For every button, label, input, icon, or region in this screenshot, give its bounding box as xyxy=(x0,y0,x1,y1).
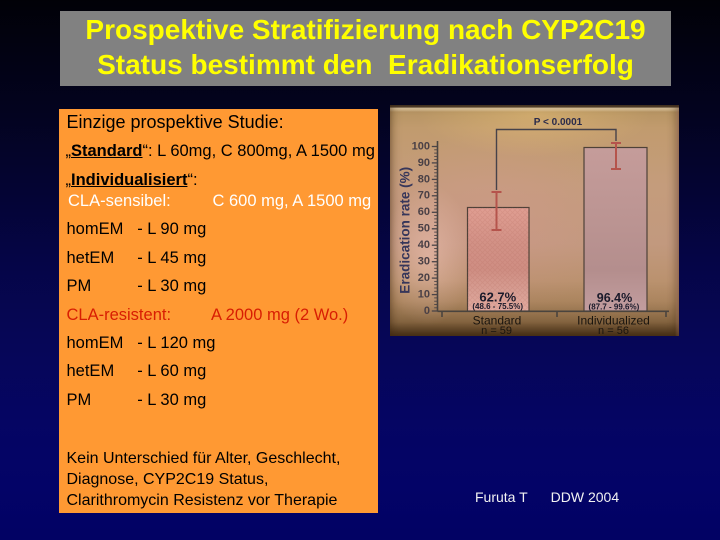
svg-text:100: 100 xyxy=(412,140,430,152)
svg-text:40: 40 xyxy=(418,239,430,251)
svg-text:30: 30 xyxy=(418,256,430,268)
svg-text:70: 70 xyxy=(418,190,430,202)
svg-text:0: 0 xyxy=(424,305,430,317)
svg-text:P < 0.0001: P < 0.0001 xyxy=(534,117,583,128)
svg-text:60: 60 xyxy=(418,206,430,218)
svg-text:90: 90 xyxy=(418,157,430,169)
svg-text:Standard: Standard xyxy=(473,314,522,328)
svg-text:Eradication rate (%): Eradication rate (%) xyxy=(398,167,413,294)
svg-text:96.4%: 96.4% xyxy=(597,291,632,305)
svg-text:n = 59: n = 59 xyxy=(481,325,512,336)
svg-text:n = 56: n = 56 xyxy=(598,325,629,336)
svg-text:Individualized: Individualized xyxy=(577,314,650,328)
svg-text:20: 20 xyxy=(418,272,430,284)
svg-text:50: 50 xyxy=(418,223,430,235)
svg-text:62.7%: 62.7% xyxy=(479,289,516,304)
svg-text:(48.6 - 75.5%): (48.6 - 75.5%) xyxy=(472,302,523,311)
svg-text:(87.7 - 99.6%): (87.7 - 99.6%) xyxy=(589,303,640,312)
svg-text:80: 80 xyxy=(418,173,430,185)
svg-text:10: 10 xyxy=(418,289,430,301)
